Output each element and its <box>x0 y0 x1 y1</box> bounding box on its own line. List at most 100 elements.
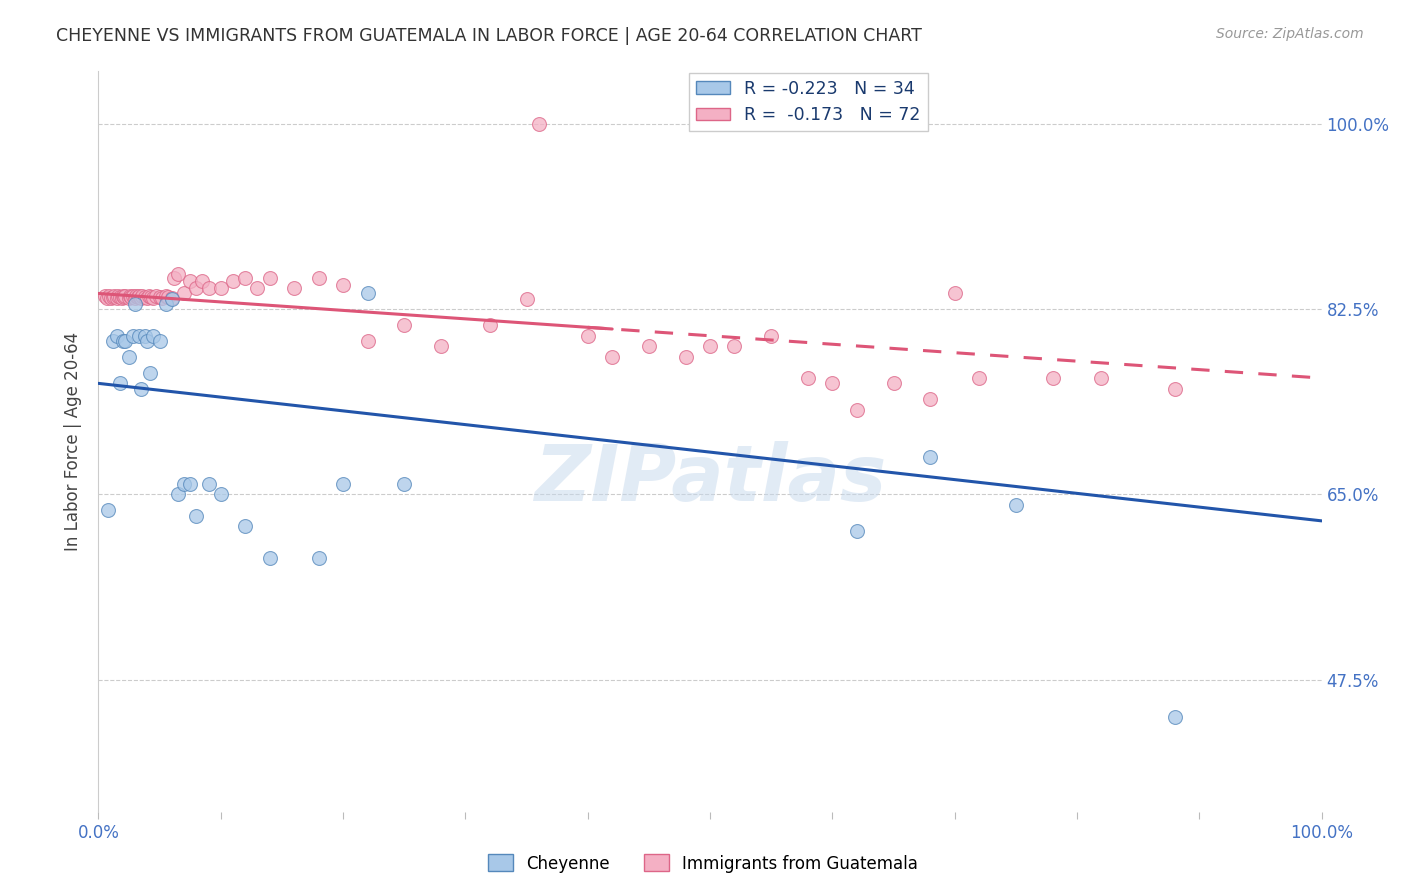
Point <box>163 270 186 285</box>
Text: Source: ZipAtlas.com: Source: ZipAtlas.com <box>1216 27 1364 41</box>
Point <box>128 328 150 343</box>
Point <box>136 334 159 348</box>
Point <box>179 274 201 288</box>
Text: CHEYENNE VS IMMIGRANTS FROM GUATEMALA IN LABOR FORCE | AGE 20-64 CORRELATION CHA: CHEYENNE VS IMMIGRANTS FROM GUATEMALA IN… <box>56 27 922 45</box>
Point <box>259 270 281 285</box>
Point <box>103 288 125 302</box>
Point <box>392 318 416 333</box>
Point <box>150 291 173 305</box>
Point <box>131 288 153 302</box>
Point <box>600 350 623 364</box>
Point <box>209 281 232 295</box>
Point <box>134 290 156 304</box>
Point <box>96 291 118 305</box>
Point <box>160 291 183 305</box>
Point <box>124 297 146 311</box>
Point <box>797 371 820 385</box>
Point <box>246 281 269 295</box>
Point <box>943 286 966 301</box>
Point <box>222 274 245 288</box>
Point <box>149 334 172 348</box>
Point <box>111 288 134 302</box>
Point <box>120 290 142 304</box>
Point <box>233 519 256 533</box>
Point <box>1004 498 1026 512</box>
Point <box>136 291 159 305</box>
Point <box>110 376 132 391</box>
Point <box>308 550 330 565</box>
Point <box>145 288 167 302</box>
Point <box>157 290 180 304</box>
Point <box>167 487 190 501</box>
Point <box>134 328 156 343</box>
Point <box>129 382 152 396</box>
Point <box>332 278 354 293</box>
Point <box>283 281 305 295</box>
Point <box>111 291 134 305</box>
Point <box>97 503 120 517</box>
Point <box>723 339 745 353</box>
Point <box>332 476 354 491</box>
Point <box>179 476 201 491</box>
Point <box>186 281 208 295</box>
Point <box>155 288 177 302</box>
Point <box>920 450 942 465</box>
Point <box>139 290 162 304</box>
Point <box>155 297 177 311</box>
Point <box>107 288 129 302</box>
Point <box>761 328 783 343</box>
Point <box>124 291 146 305</box>
Point <box>98 288 121 302</box>
Y-axis label: In Labor Force | Age 20-64: In Labor Force | Age 20-64 <box>65 332 83 551</box>
Point <box>356 334 378 348</box>
Point <box>121 328 143 343</box>
Point <box>1090 371 1112 385</box>
Legend: Cheyenne, Immigrants from Guatemala: Cheyenne, Immigrants from Guatemala <box>482 847 924 880</box>
Point <box>105 328 128 343</box>
Point <box>101 334 124 348</box>
Point <box>1042 371 1064 385</box>
Point <box>186 508 208 523</box>
Point <box>173 476 195 491</box>
Point <box>111 334 134 348</box>
Point <box>699 339 721 353</box>
Point <box>110 290 132 304</box>
Point <box>93 288 115 302</box>
Point <box>121 288 143 302</box>
Point <box>149 290 172 304</box>
Point <box>967 371 990 385</box>
Point <box>138 288 160 302</box>
Point <box>883 376 905 391</box>
Point <box>197 476 219 491</box>
Point <box>675 350 697 364</box>
Point <box>845 402 868 417</box>
Point <box>845 524 868 539</box>
Point <box>197 281 219 295</box>
Point <box>637 339 661 353</box>
Point <box>478 318 501 333</box>
Point <box>1164 709 1187 723</box>
Text: ZIPatlas: ZIPatlas <box>534 441 886 516</box>
Point <box>430 339 453 353</box>
Point <box>118 291 141 305</box>
Point <box>515 292 537 306</box>
Point <box>114 334 136 348</box>
Point <box>191 274 214 288</box>
Point <box>114 288 136 302</box>
Point <box>392 476 416 491</box>
Point <box>920 392 942 407</box>
Point <box>112 290 135 304</box>
Point <box>101 290 124 304</box>
Point <box>100 291 122 305</box>
Point <box>139 366 162 380</box>
Point <box>259 550 281 565</box>
Legend: R = -0.223   N = 34, R =  -0.173   N = 72: R = -0.223 N = 34, R = -0.173 N = 72 <box>689 72 928 131</box>
Point <box>118 350 141 364</box>
Point <box>142 291 165 305</box>
Point <box>128 288 150 302</box>
Point <box>821 376 844 391</box>
Point <box>308 270 330 285</box>
Point <box>125 288 148 302</box>
Point <box>173 286 195 301</box>
Point <box>233 270 256 285</box>
